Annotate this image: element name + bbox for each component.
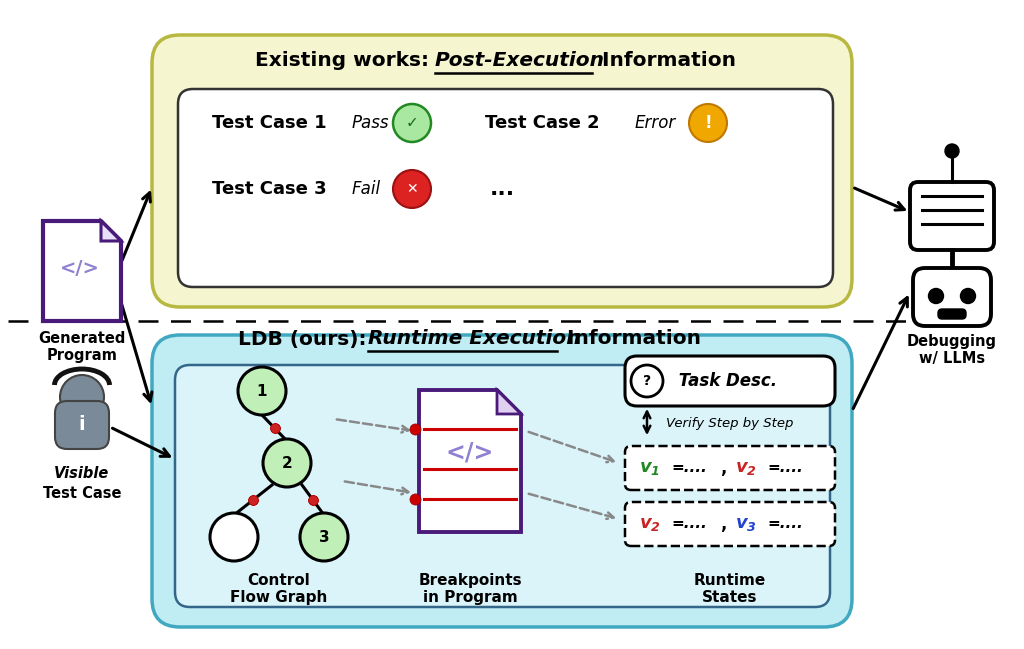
Text: Control
Flow Graph: Control Flow Graph xyxy=(230,573,328,606)
Text: !: ! xyxy=(705,114,712,132)
Text: Visible: Visible xyxy=(54,467,110,482)
Text: $\bfit{v_2}$: $\bfit{v_2}$ xyxy=(735,459,757,477)
Text: Test Case 1: Test Case 1 xyxy=(212,114,327,132)
Text: =....: =.... xyxy=(671,517,707,532)
Text: Debugging
w/ LLMs: Debugging w/ LLMs xyxy=(907,334,997,366)
Circle shape xyxy=(631,365,663,397)
Text: Information: Information xyxy=(595,51,736,71)
Text: Error: Error xyxy=(635,114,676,132)
Text: =....: =.... xyxy=(767,461,803,476)
Text: Fail: Fail xyxy=(352,180,381,198)
FancyBboxPatch shape xyxy=(938,309,966,319)
Text: =....: =.... xyxy=(767,517,803,532)
Text: 2: 2 xyxy=(282,456,293,471)
Text: =....: =.... xyxy=(671,461,707,476)
Text: ✕: ✕ xyxy=(407,182,418,196)
Text: Breakpoints
in Program: Breakpoints in Program xyxy=(418,573,522,606)
Text: Test Case: Test Case xyxy=(43,487,121,502)
FancyBboxPatch shape xyxy=(152,335,852,627)
Text: Generated
Program: Generated Program xyxy=(38,331,126,363)
FancyBboxPatch shape xyxy=(178,89,833,287)
FancyBboxPatch shape xyxy=(625,446,835,490)
Circle shape xyxy=(961,289,976,304)
FancyBboxPatch shape xyxy=(625,356,835,406)
Polygon shape xyxy=(101,221,121,241)
Text: ?: ? xyxy=(643,374,651,388)
FancyBboxPatch shape xyxy=(910,182,994,250)
Circle shape xyxy=(393,170,431,208)
Text: Information: Information xyxy=(560,330,701,349)
Circle shape xyxy=(300,513,348,561)
Circle shape xyxy=(263,439,311,487)
Text: i: i xyxy=(79,415,85,434)
Text: ✓: ✓ xyxy=(406,116,419,130)
Text: LDB (ours):: LDB (ours): xyxy=(238,330,374,349)
Text: Pass: Pass xyxy=(352,114,389,132)
Text: $\bfit{v_3}$: $\bfit{v_3}$ xyxy=(735,515,757,533)
FancyBboxPatch shape xyxy=(152,35,852,307)
Text: </>: </> xyxy=(445,441,495,465)
Circle shape xyxy=(238,367,286,415)
Text: Post-Execution: Post-Execution xyxy=(435,51,605,71)
Text: Existing works:: Existing works: xyxy=(255,51,436,71)
Text: Verify Step by Step: Verify Step by Step xyxy=(667,417,794,430)
Text: ,: , xyxy=(720,459,726,477)
FancyBboxPatch shape xyxy=(625,502,835,546)
Text: Test Case 2: Test Case 2 xyxy=(485,114,600,132)
Circle shape xyxy=(689,104,727,142)
Circle shape xyxy=(210,513,258,561)
Text: 3: 3 xyxy=(318,530,330,545)
Polygon shape xyxy=(419,390,521,532)
Circle shape xyxy=(945,144,959,158)
Circle shape xyxy=(929,289,943,304)
Text: Runtime
States: Runtime States xyxy=(694,573,766,606)
Text: Runtime Execution: Runtime Execution xyxy=(368,330,581,349)
Text: 1: 1 xyxy=(257,384,267,398)
Polygon shape xyxy=(43,221,121,321)
Text: </>: </> xyxy=(60,260,100,278)
Text: ,: , xyxy=(720,515,726,533)
FancyBboxPatch shape xyxy=(55,401,109,449)
FancyBboxPatch shape xyxy=(913,268,991,326)
Circle shape xyxy=(393,104,431,142)
Text: ...: ... xyxy=(490,179,515,199)
Text: $\bfit{v_1}$: $\bfit{v_1}$ xyxy=(639,459,660,477)
Text: $\bfit{v_2}$: $\bfit{v_2}$ xyxy=(639,515,660,533)
Circle shape xyxy=(60,375,104,419)
Polygon shape xyxy=(497,390,521,414)
FancyBboxPatch shape xyxy=(175,365,830,607)
Text: Task Desc.: Task Desc. xyxy=(673,372,777,390)
Text: Test Case 3: Test Case 3 xyxy=(212,180,327,198)
